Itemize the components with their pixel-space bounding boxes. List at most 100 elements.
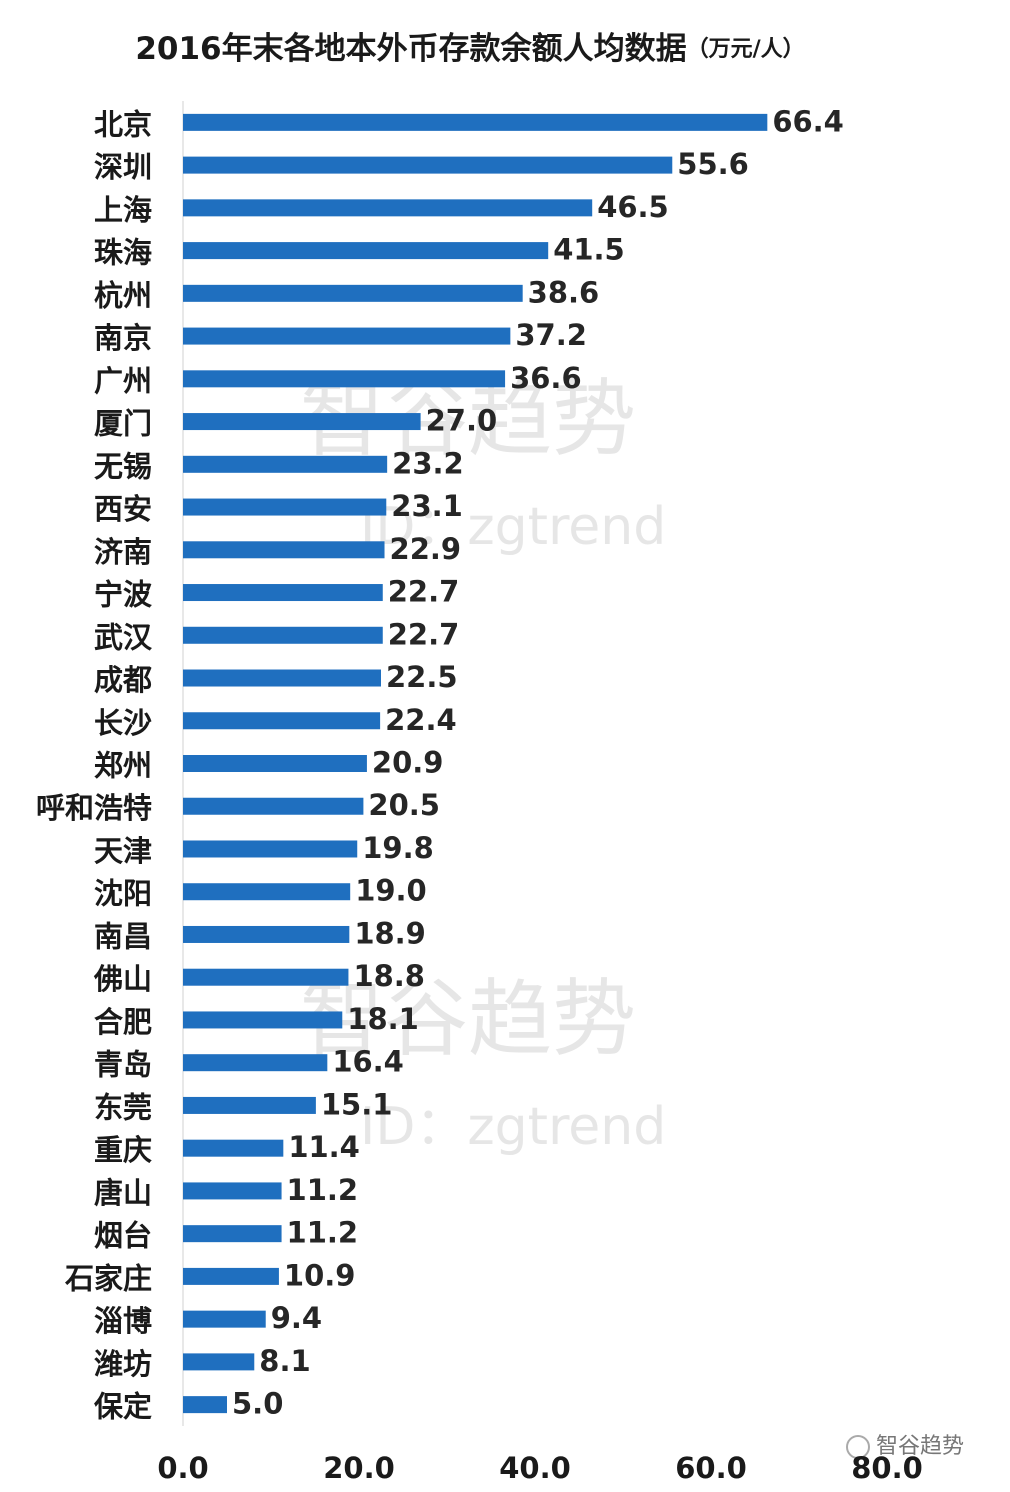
- category-label: 保定: [93, 1390, 152, 1424]
- bar: [183, 968, 349, 986]
- category-label: 唐山: [94, 1176, 152, 1210]
- bar: [183, 327, 511, 345]
- value-label: 19.8: [362, 831, 434, 865]
- value-label: 46.5: [597, 190, 669, 224]
- bar: [183, 925, 350, 943]
- category-label: 济南: [94, 535, 152, 569]
- bar: [183, 1182, 282, 1200]
- category-label: 广州: [94, 364, 152, 398]
- bar: [183, 584, 383, 602]
- bar: [183, 1310, 266, 1328]
- category-label: 武汉: [94, 620, 153, 654]
- category-label: 杭州: [94, 278, 152, 312]
- category-label: 郑州: [94, 749, 152, 783]
- watermark-id: ID：zgtrend: [360, 1097, 666, 1157]
- category-label: 东莞: [94, 1090, 152, 1124]
- category-label: 潍坊: [94, 1347, 152, 1381]
- unit-text: （万元/人）: [687, 37, 805, 62]
- value-label: 38.6: [528, 275, 600, 309]
- bar: [183, 712, 381, 730]
- bar: [183, 455, 388, 473]
- bar: [183, 370, 506, 388]
- category-label: 无锡: [94, 449, 152, 483]
- x-tick-label: 40.0: [499, 1451, 571, 1485]
- bar: [183, 1396, 227, 1414]
- watermark-id: ID：zgtrend: [360, 497, 666, 557]
- value-label: 22.7: [388, 575, 460, 609]
- bar: [183, 1096, 316, 1114]
- value-label: 41.5: [553, 233, 625, 267]
- bar: [183, 1054, 328, 1072]
- category-label: 青岛: [94, 1048, 152, 1082]
- bar: [183, 797, 364, 815]
- value-label: 20.5: [368, 788, 440, 822]
- value-label: 18.9: [354, 916, 426, 950]
- category-label: 北京: [94, 107, 152, 141]
- bar: [183, 284, 523, 302]
- logo-icon: [846, 1435, 870, 1459]
- chart-title: 2016年末各地本外币存款余额人均数据（万元/人）: [135, 31, 804, 67]
- value-label: 27.0: [426, 404, 498, 438]
- source: 智谷趋势: [876, 1434, 964, 1459]
- bar: [183, 113, 768, 131]
- value-label: 18.8: [353, 959, 425, 993]
- category-label: 上海: [94, 193, 152, 227]
- category-label: 西安: [94, 492, 152, 526]
- value-label: 22.5: [386, 660, 458, 694]
- bar: [183, 199, 593, 217]
- value-label: 5.0: [232, 1387, 283, 1421]
- category-label: 天津: [94, 834, 152, 868]
- category-label: 南昌: [94, 919, 152, 953]
- value-label: 22.7: [388, 617, 460, 651]
- value-label: 18.1: [347, 1002, 419, 1036]
- bar: [183, 1267, 279, 1285]
- value-label: 22.4: [385, 703, 457, 737]
- bar: [183, 755, 367, 772]
- bar: [183, 669, 381, 687]
- category-label: 石家庄: [64, 1261, 152, 1295]
- x-tick-label: 80.0: [851, 1451, 923, 1485]
- bar: [183, 1353, 255, 1371]
- category-label: 呼和浩特: [36, 791, 152, 825]
- category-label: 珠海: [94, 236, 152, 270]
- value-label: 11.2: [287, 1216, 359, 1250]
- value-label: 11.2: [287, 1173, 359, 1207]
- bar: [183, 413, 421, 431]
- category-label: 宁波: [94, 578, 153, 612]
- source-logo: 智谷趋势: [846, 1434, 964, 1459]
- bar: [183, 242, 549, 260]
- value-label: 23.1: [391, 489, 463, 523]
- value-label: 16.4: [332, 1045, 404, 1079]
- bar: [183, 626, 383, 644]
- x-tick-label: 20.0: [323, 1451, 395, 1485]
- value-label: 9.4: [271, 1301, 322, 1335]
- category-label: 深圳: [94, 150, 152, 184]
- watermark: 智谷趋势: [300, 970, 636, 1068]
- value-label: 10.9: [284, 1258, 356, 1292]
- x-tick-label: 60.0: [675, 1451, 747, 1485]
- value-label: 37.2: [515, 318, 587, 352]
- value-label: 55.6: [677, 147, 749, 181]
- category-label: 烟台: [94, 1219, 152, 1253]
- value-label: 36.6: [510, 361, 582, 395]
- value-label: 23.2: [392, 446, 464, 480]
- value-label: 19.0: [355, 874, 427, 908]
- title-text: 2016年末各地本外币存款余额人均数据: [135, 31, 686, 67]
- bar: [183, 156, 673, 174]
- category-label: 淄博: [94, 1304, 152, 1338]
- value-label: 11.4: [288, 1130, 360, 1164]
- category-label: 重庆: [94, 1133, 152, 1167]
- bar: [183, 1139, 284, 1157]
- category-label: 厦门: [94, 407, 152, 441]
- category-label: 合肥: [94, 1005, 152, 1039]
- bar: [183, 1225, 282, 1243]
- value-label: 22.9: [390, 532, 462, 566]
- value-label: 8.1: [259, 1344, 310, 1378]
- bar: [183, 840, 358, 858]
- value-label: 20.9: [372, 746, 444, 780]
- value-label: 66.4: [772, 104, 844, 138]
- category-label: 沈阳: [94, 877, 152, 911]
- bar: [183, 541, 385, 559]
- category-label: 长沙: [94, 706, 152, 740]
